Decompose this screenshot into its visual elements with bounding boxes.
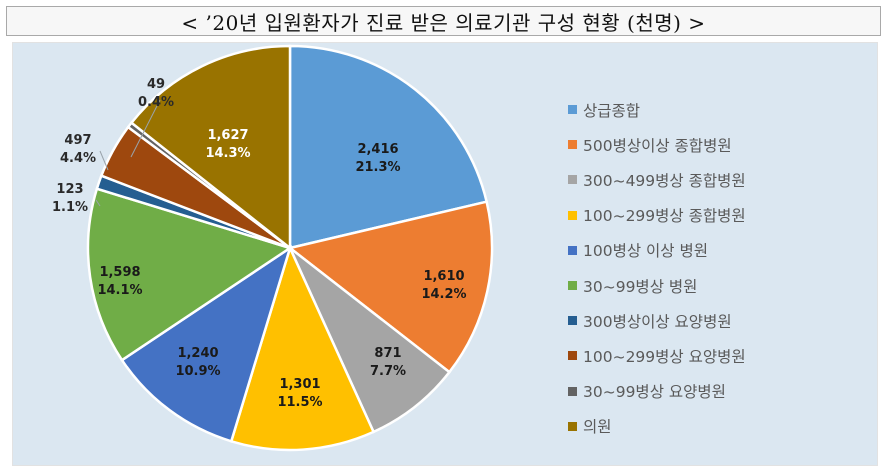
legend-label: 의원	[583, 418, 612, 437]
legend-swatch	[568, 210, 577, 220]
data-label-percent: 0.4%	[138, 95, 174, 110]
legend-label: 100~299병상 종합병원	[583, 207, 746, 226]
legend-item: 100~299병상 요양병원	[568, 338, 746, 373]
legend-swatch	[568, 245, 577, 255]
legend-swatch	[568, 175, 577, 185]
legend-item: 100병상 이상 병원	[568, 233, 746, 268]
legend-item: 30~99병상 요양병원	[568, 374, 746, 409]
data-label-value: 497	[64, 133, 91, 148]
legend-swatch	[568, 351, 577, 361]
data-label-percent: 10.9%	[175, 364, 220, 379]
legend-label: 300병상이상 요양병원	[583, 312, 732, 331]
legend-swatch	[568, 140, 577, 150]
data-label-value: 1,627	[207, 128, 248, 143]
legend-item: 300~499병상 종합병원	[568, 162, 746, 197]
leader-line	[95, 199, 101, 207]
chart-legend: 상급종합 500병상이상 종합병원 300~499병상 종합병원 100~299병상 …	[568, 92, 746, 444]
legend-label: 30~99병상 병원	[583, 277, 698, 296]
data-label-value: 1,301	[279, 377, 320, 392]
legend-swatch	[568, 421, 577, 431]
leader-line	[130, 99, 161, 158]
data-label-value: 2,416	[357, 142, 398, 157]
data-label-value: 1,240	[177, 346, 218, 361]
leader-line	[99, 150, 109, 171]
legend-swatch	[568, 281, 577, 291]
data-label-value: 1,598	[99, 265, 140, 280]
legend-item: 100~299병상 종합병원	[568, 198, 746, 233]
legend-swatch	[568, 316, 577, 326]
pie-slice	[86, 187, 293, 362]
data-label-percent: 14.2%	[421, 287, 466, 302]
pie-slice	[129, 44, 292, 251]
legend-item: 30~99병상 병원	[568, 268, 746, 303]
data-label-percent: 4.4%	[60, 151, 96, 166]
legend-label: 상급종합	[583, 101, 641, 120]
pie-slice	[287, 200, 494, 374]
legend-label: 300~499병상 종합병원	[583, 171, 746, 190]
pie-slice	[120, 245, 293, 443]
legend-label: 500병상이상 종합병원	[583, 136, 732, 155]
pie-slice	[229, 244, 376, 452]
data-label-percent: 1.1%	[52, 200, 88, 215]
data-label-percent: 14.3%	[205, 146, 250, 161]
pie-slice	[288, 247, 452, 434]
data-label-value: 871	[374, 346, 401, 361]
legend-item: 의원	[568, 409, 746, 444]
data-label-percent: 11.5%	[277, 395, 322, 410]
data-label-percent: 21.3%	[355, 160, 400, 175]
data-label-value: 49	[147, 77, 165, 92]
legend-label: 30~99병상 요양병원	[583, 383, 726, 402]
legend-item: 상급종합	[568, 92, 746, 127]
data-label-percent: 7.7%	[370, 364, 406, 379]
legend-item: 300병상이상 요양병원	[568, 303, 746, 338]
legend-item: 500병상이상 종합병원	[568, 127, 746, 162]
data-label-percent: 14.1%	[97, 283, 142, 298]
chart-title: < ’20년 입원환자가 진료 받은 의료기관 구성 현황 (천명) >	[6, 6, 881, 36]
data-label-value: 123	[56, 182, 83, 197]
pie-slice	[288, 44, 489, 250]
legend-label: 100병상 이상 병원	[583, 242, 708, 261]
data-label-value: 1,610	[423, 269, 464, 284]
legend-swatch	[568, 386, 577, 396]
legend-swatch	[568, 105, 577, 115]
legend-label: 100~299병상 요양병원	[583, 347, 746, 366]
